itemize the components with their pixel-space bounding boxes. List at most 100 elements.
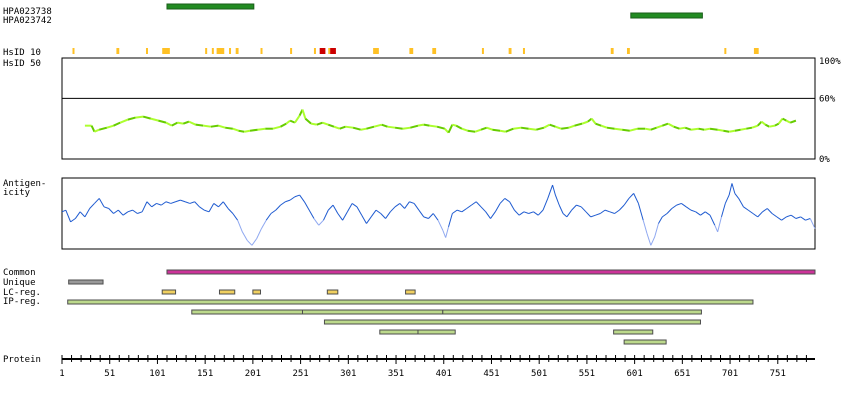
antigenicity-segment (731, 183, 736, 194)
antigenicity-segment (709, 214, 716, 226)
antigenicity-segment (700, 211, 706, 216)
lc-region-bar (161, 289, 177, 295)
identity-segment (746, 126, 753, 130)
hsid-low-segment (328, 48, 331, 54)
antigenicity-segment (342, 211, 348, 221)
antigenicity-segment (704, 211, 711, 216)
identity-segment (751, 124, 759, 129)
antigenicity-segment (218, 201, 224, 208)
antigenicity-segment (204, 209, 210, 213)
antigenicity-segment (127, 209, 133, 213)
antigenicity-segment (428, 213, 434, 219)
antigenicity-segment (122, 211, 129, 216)
identity-segment (339, 125, 346, 130)
lc-region-bar (326, 289, 339, 295)
identity-segment (106, 124, 114, 129)
hsid-high-segment (319, 48, 326, 54)
antigenicity-segment (332, 204, 339, 214)
axis-tick-label: 701 (722, 369, 738, 379)
antigenicity-segment (237, 220, 243, 233)
hsid-low-segment (116, 48, 120, 54)
ip-region-bar (442, 309, 702, 315)
antigenicity-segment (618, 204, 625, 211)
identity-segment (327, 123, 335, 128)
identity-segment (294, 115, 301, 124)
identity-segment (760, 120, 766, 126)
antigenicity-segment (646, 233, 652, 246)
axis-tick-label: 1 (59, 369, 64, 379)
identity-segment (543, 123, 551, 129)
identity-segment (667, 122, 675, 128)
identity-segment (366, 125, 375, 130)
antigenicity-segment (74, 211, 81, 219)
region-label: Common (3, 268, 36, 278)
antigenicity-segment (757, 211, 763, 218)
antigenicity-segment (633, 193, 639, 204)
antigenicity-segment (448, 213, 453, 228)
antigenicity-segment (485, 211, 491, 219)
antigenicity-segment (650, 236, 656, 246)
identity-segment (257, 127, 266, 131)
axis-tick-label: 101 (149, 369, 165, 379)
identity-segment (98, 126, 108, 131)
antigenicity-segment (461, 208, 467, 213)
antigenicity-segment (528, 211, 534, 214)
identity-segment (360, 127, 367, 131)
identity-segment (135, 115, 144, 119)
axis-tick-label: 401 (436, 369, 452, 379)
hsid-low-segment (72, 48, 75, 54)
antigenicity-segment (270, 209, 277, 214)
identity-segment (740, 127, 747, 131)
antigenicity-segment (590, 214, 596, 218)
antigenicity-segment (494, 203, 501, 213)
antigenicity-segment (180, 199, 186, 203)
antigenicity-segment (113, 209, 119, 214)
antigenicity-segment (327, 204, 334, 211)
antigenicity-segment (103, 206, 109, 209)
identity-segment (734, 128, 741, 132)
antigenicity-segment (108, 208, 114, 214)
antigenicity-segment (604, 209, 610, 213)
antigen-bar (630, 12, 703, 19)
antigenicity-segment (299, 194, 305, 203)
antigenicity-segment (437, 219, 444, 231)
antigenicity-segment (766, 208, 773, 214)
antigenicity-segment (523, 211, 529, 214)
antigenicity-segment (89, 203, 95, 209)
antigenicity-segment (170, 201, 176, 204)
identity-segment (316, 121, 323, 126)
antigenicity-segment (542, 198, 549, 211)
antigenicity-segment (294, 194, 300, 198)
antigenicity-segment (79, 211, 86, 218)
axis-tick-label: 451 (483, 369, 499, 379)
antigenicity-segment (475, 201, 482, 208)
identity-segment (333, 125, 341, 130)
antigenicity-segment (514, 209, 520, 216)
antigenicity-segment (256, 228, 262, 239)
antigenicity-segment (734, 193, 740, 199)
antigenicity-segment (194, 201, 200, 208)
antigenicity-segment (385, 211, 391, 219)
antigenicity-segment (213, 203, 219, 208)
axis-tick-label: 651 (674, 369, 690, 379)
antigenicity-segment (94, 198, 100, 204)
identity-segment (165, 121, 173, 127)
identity-segment (757, 120, 763, 127)
antigenicity-segment (275, 204, 281, 211)
hsid-low-segment (162, 48, 170, 54)
identity-segment (492, 128, 501, 132)
antigenicity-segment (61, 209, 67, 213)
antigenicity-segment (724, 194, 730, 204)
antigenicity-segment (308, 209, 315, 219)
antigenicity-segment (184, 201, 191, 204)
identity-segment (452, 123, 457, 127)
antigenicity-segment (762, 208, 768, 213)
ip-region-bar (323, 319, 701, 325)
hsid-low-segment (373, 48, 379, 54)
identity-segment (182, 120, 190, 125)
identity-segment (232, 127, 239, 132)
identity-segment (94, 128, 100, 133)
antigenicity-segment (654, 223, 659, 238)
identity-segment (225, 126, 233, 130)
